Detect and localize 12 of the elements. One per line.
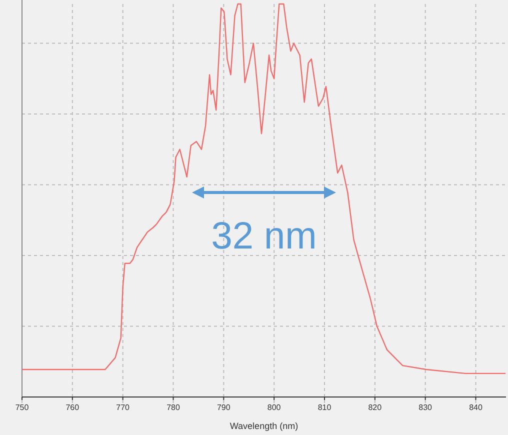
x-tick-label: 750 (15, 403, 30, 412)
x-tick-label: 800 (267, 403, 282, 412)
x-tick-label: 830 (418, 403, 433, 412)
x-tick-label: 760 (66, 403, 80, 412)
annotation: 32 nm (211, 216, 317, 258)
x-tick-label: 820 (368, 403, 382, 412)
x-axis-title: Wavelength (nm) (230, 421, 298, 431)
x-tick-label: 840 (469, 403, 483, 412)
x-tick-label: 770 (116, 403, 130, 412)
x-tick-label: 810 (318, 403, 332, 412)
x-tick-label: 790 (216, 403, 231, 412)
x-tick-label: 780 (166, 403, 180, 412)
